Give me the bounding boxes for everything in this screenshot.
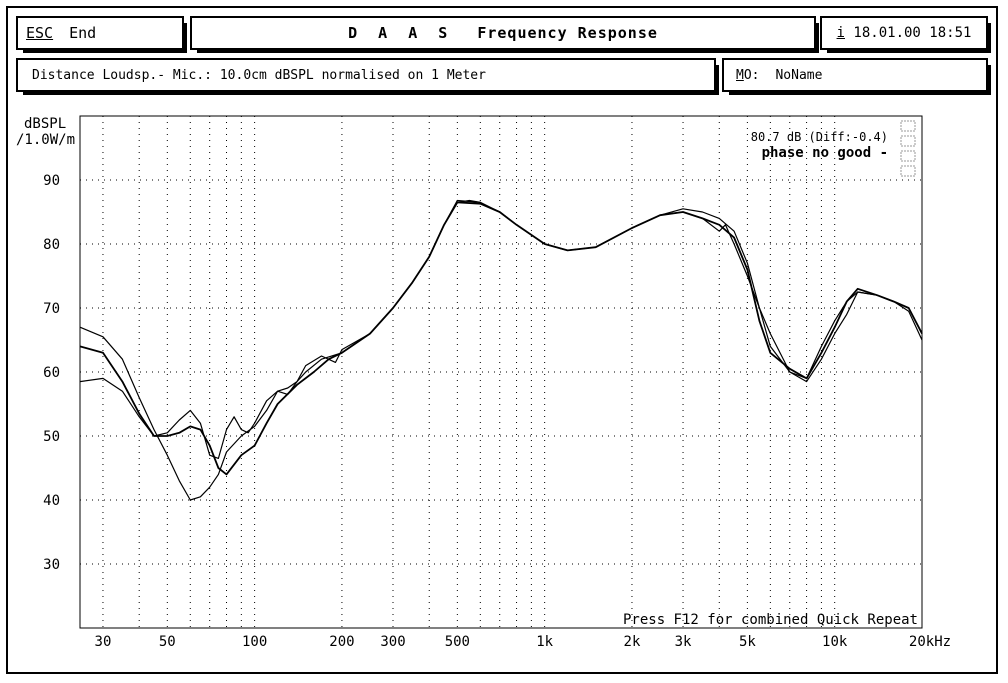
x-tick-label: 200 <box>329 634 354 650</box>
y-tick-label: 90 <box>43 173 60 189</box>
x-tick-label: 1k <box>536 634 553 650</box>
distance-text: Distance Loudsp.- Mic.: 10.0cm dBSPL nor… <box>32 67 486 83</box>
memory-indicator-2 <box>900 135 916 147</box>
x-tick-label: 50 <box>159 634 176 650</box>
x-tick-label: 30 <box>95 634 112 650</box>
y-tick-label: 30 <box>43 557 60 573</box>
y-axis-label-line1: dBSPL <box>24 116 66 132</box>
x-ticks: 30 50 100 200 300 500 1k 2k 3k 5k 10k 20kHz <box>95 634 952 650</box>
info-key: i <box>836 25 845 41</box>
hint-text: Press F12 for combined Quick Repeat <box>623 612 918 628</box>
mo-suffix: O: <box>743 67 760 83</box>
esc-end-button[interactable]: ESC End <box>16 16 187 53</box>
y-tick-label: 60 <box>43 365 60 381</box>
series-layer <box>79 199 923 501</box>
screen-frame <box>6 6 998 674</box>
x-tick-label: 3k <box>675 634 692 650</box>
x-tick-label: 10k <box>822 634 848 650</box>
series-line-2 <box>79 201 923 476</box>
level-annotation: 80.7 dB (Diff:-0.4) <box>751 130 888 144</box>
y-ticks: 90 80 70 60 50 40 30 <box>43 173 60 573</box>
plot-border <box>79 115 923 629</box>
memory-indicator-4 <box>900 165 916 177</box>
series-line-1 <box>79 199 923 501</box>
page-title: Frequency Response <box>477 24 658 42</box>
esc-key: ESC <box>26 24 54 42</box>
x-tick-label-end: 20kHz <box>909 634 951 650</box>
y-tick-label: 50 <box>43 429 60 445</box>
title-prefix: D A A S <box>348 24 454 42</box>
mo-key: M <box>736 67 744 83</box>
x-tick-label: 5k <box>739 634 756 650</box>
y-axis-label-line2: /1.0W/m <box>16 132 75 148</box>
phase-annotation: phase no good - <box>762 145 888 161</box>
info-box[interactable]: i 18.01.00 18:51 <box>820 16 991 53</box>
x-tick-label: 300 <box>380 634 405 650</box>
y-tick-label: 40 <box>43 493 60 509</box>
memory-indicators <box>900 120 916 177</box>
memory-indicator-3 <box>900 150 916 162</box>
datetime: 18.01.00 18:51 <box>853 25 972 41</box>
x-tick-label: 2k <box>624 634 641 650</box>
series-line-3 <box>79 199 923 459</box>
memory-indicator-1 <box>900 120 916 132</box>
x-tick-label: 500 <box>445 634 470 650</box>
x-tick-label: 100 <box>242 634 267 650</box>
chart-grid <box>80 116 922 628</box>
y-tick-label: 80 <box>43 237 60 253</box>
y-tick-label: 70 <box>43 301 60 317</box>
mo-value: NoName <box>775 67 823 83</box>
esc-label: End <box>69 24 97 42</box>
